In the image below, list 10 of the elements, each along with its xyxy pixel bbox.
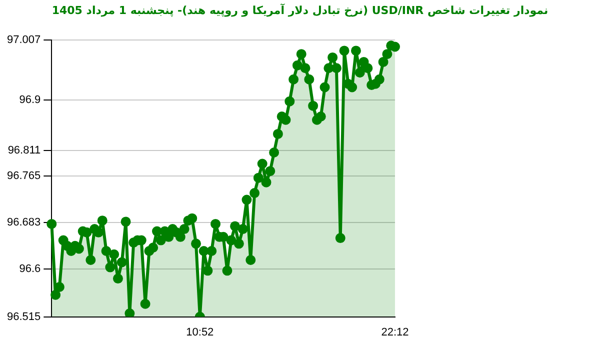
y-tick-label: 96.811 [8, 144, 41, 156]
y-tick-label: 96.9 [19, 94, 41, 106]
chart-title: نمودار تغییرات شاخص USD/INR (نرخ تبادل دلار آمریکا و روپیه هند)- پنجشنبه 1 مرداد 1405 [50, 4, 550, 17]
y-tick-label: 96.765 [6, 170, 41, 182]
y-tick-label: 96.6 [19, 263, 41, 276]
x-tick-label: 22:12 [381, 326, 409, 338]
y-tick-label: 97.007 [6, 34, 41, 46]
y-tick-label: 96.515 [6, 310, 41, 323]
y-tick-label: 96.683 [6, 216, 41, 228]
x-tick-label: 10:52 [186, 326, 214, 338]
